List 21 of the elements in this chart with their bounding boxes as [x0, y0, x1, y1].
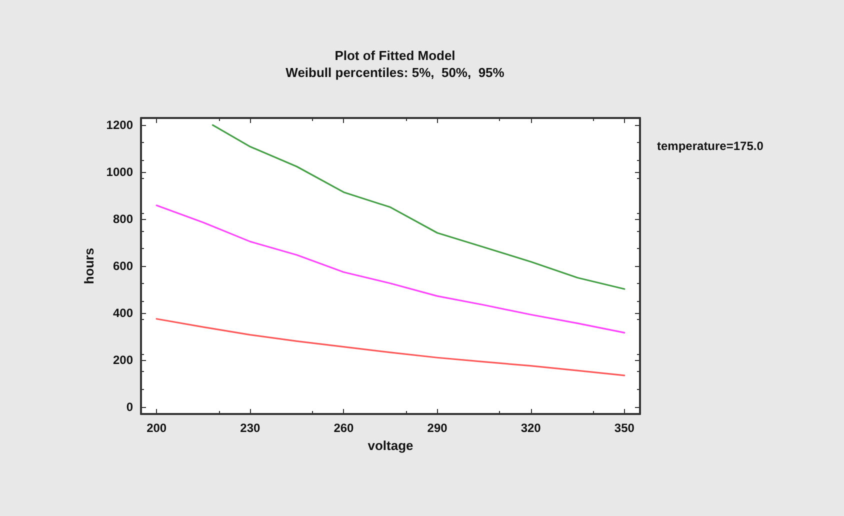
y-tick-label: 800	[112, 212, 134, 226]
x-tick-label: 230	[240, 421, 260, 435]
line-series	[212, 124, 626, 290]
x-tick-label: 320	[520, 421, 542, 435]
line-series	[156, 204, 626, 334]
x-tick-label: 350	[614, 421, 635, 435]
x-axis-title: voltage	[368, 438, 414, 453]
y-tick-label: 1200	[106, 118, 134, 132]
x-tick-label: 290	[427, 421, 448, 435]
y-tick-label: 1000	[106, 165, 134, 180]
y-tick-label: 600	[112, 259, 134, 273]
chart-title: Plot of Fitted Model	[334, 48, 456, 63]
line-series	[156, 318, 626, 376]
x-tick-label: 200	[146, 421, 167, 435]
y-tick-label: 200	[112, 352, 134, 367]
text: temperature=175.0	[657, 139, 764, 153]
x-tick-label: 260	[334, 421, 354, 435]
chart-subtitle: Weibull percentiles: 5%, 50%, 95%	[286, 65, 505, 80]
y-axis-title: hours	[81, 248, 96, 284]
y-tick-label: 400	[112, 306, 134, 320]
y-tick-label: 0	[126, 400, 134, 414]
